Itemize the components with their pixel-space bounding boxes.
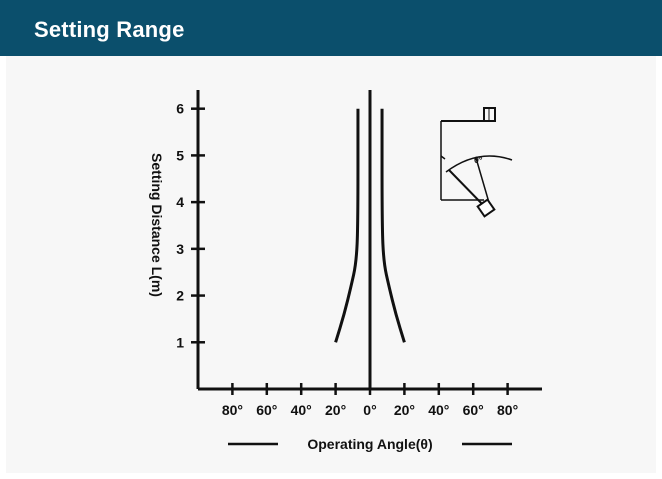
chart-series	[334, 108, 406, 343]
inset-angle-label: θ°	[474, 155, 483, 165]
x-tick-label: 80°	[222, 402, 243, 418]
sensor-axis	[475, 157, 491, 207]
setup-illustration	[440, 107, 513, 218]
sensor-body	[476, 198, 496, 218]
header-bar: Setting Range	[0, 0, 662, 56]
x-tick-label: 60°	[463, 402, 484, 418]
y-tick-label: 2	[176, 288, 184, 304]
chart-axes	[196, 90, 542, 391]
y-tick-label: 3	[176, 241, 184, 257]
chart-panel	[6, 56, 656, 473]
chart-ticks: 1 2 3 4 5 6 80° 60° 40° 20° 0° 20° 40° 60° 80°	[176, 101, 518, 418]
x-tick-label: 40°	[291, 402, 312, 418]
range-curve-right	[380, 108, 406, 343]
y-tick-label: 5	[176, 147, 184, 163]
page-title: Setting Range	[34, 17, 185, 42]
x-axis-label: Operating Angle(θ)	[307, 436, 432, 452]
x-tick-label: 20°	[325, 402, 346, 418]
y-tick-label: 1	[176, 334, 184, 350]
x-tick-label: 20°	[394, 402, 415, 418]
x-tick-label: 40°	[428, 402, 449, 418]
y-tick-label: 6	[176, 101, 184, 117]
x-tick-label: 60°	[256, 402, 277, 418]
angle-arc	[445, 155, 513, 173]
x-tick-label: 80°	[497, 402, 518, 418]
range-curve-left	[334, 108, 360, 343]
y-tick-label: 4	[176, 194, 184, 210]
y-axis-label: Setting Distance L(m)	[149, 153, 165, 297]
sensor-beam	[448, 169, 487, 209]
dimension-marker	[440, 155, 446, 160]
x-tick-label: 0°	[363, 402, 376, 418]
